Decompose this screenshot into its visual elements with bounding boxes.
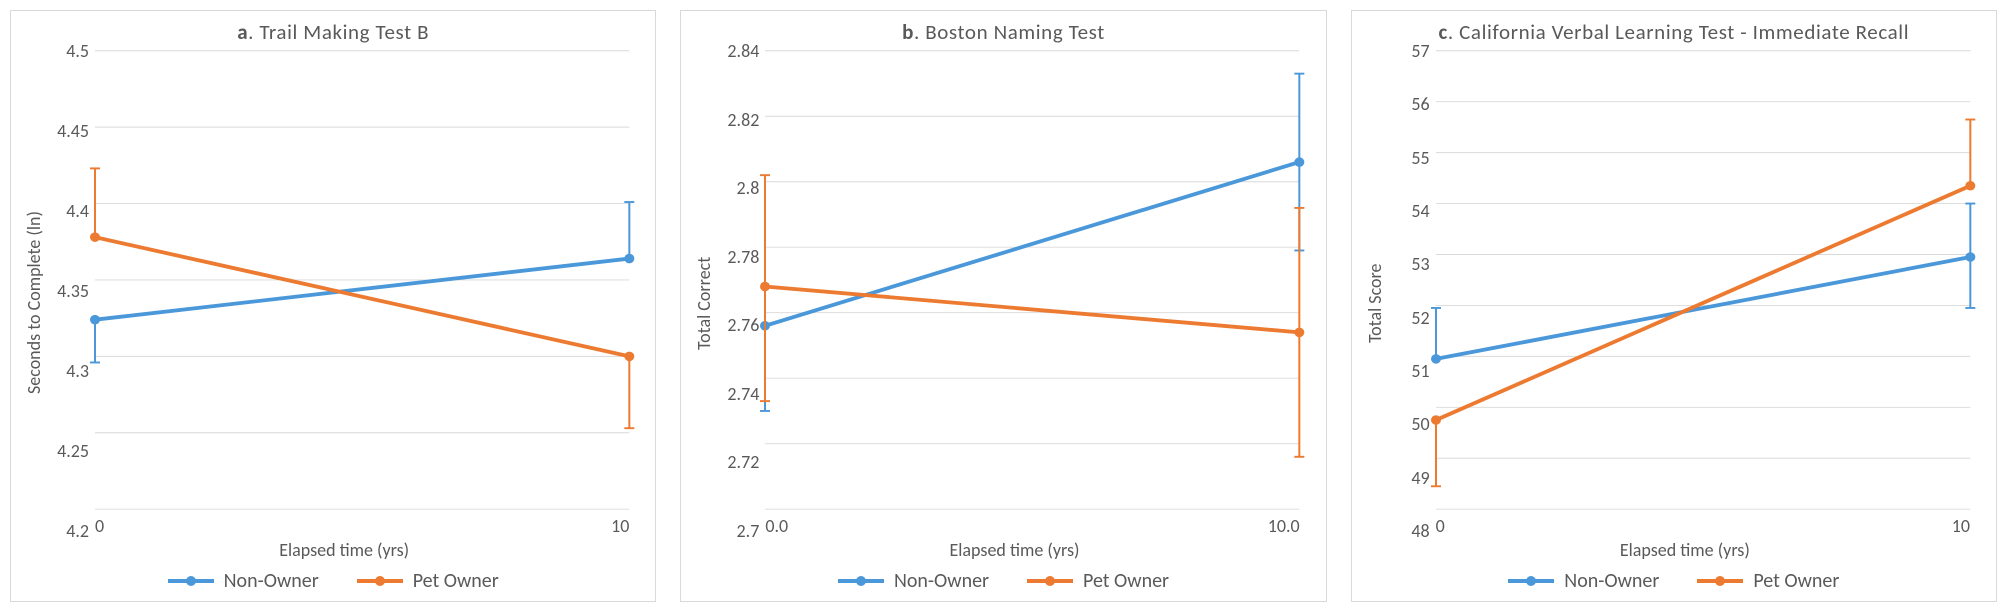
- legend-label: Non-Owner: [894, 569, 989, 593]
- x-tick-label: 10.0: [1268, 515, 1300, 537]
- y-tick-label: 4.2: [66, 520, 89, 542]
- x-axis-label: Elapsed time (yrs): [1386, 537, 1984, 561]
- chart-title: b. Boston Naming Test: [693, 19, 1313, 45]
- chart-panel-c: c. California Verbal Learning Test - Imm…: [1351, 10, 1997, 602]
- x-axis-label: Elapsed time (yrs): [715, 537, 1313, 561]
- legend-swatch: [838, 573, 884, 589]
- legend-item-pet_owner: Pet Owner: [1027, 569, 1169, 593]
- legend: Non-Owner Pet Owner: [23, 561, 643, 593]
- x-tick-label: 0: [95, 515, 104, 537]
- legend-label: Non-Owner: [1564, 569, 1659, 593]
- legend-item-pet_owner: Pet Owner: [357, 569, 499, 593]
- x-tick-label: 0: [1436, 515, 1445, 537]
- legend: Non-Owner Pet Owner: [1364, 561, 1984, 593]
- x-ticks: 0 10: [1386, 513, 1984, 537]
- chart-svg: [1386, 45, 1984, 513]
- y-axis-label: Total Correct: [693, 45, 715, 561]
- legend-swatch: [168, 573, 214, 589]
- legend-label: Pet Owner: [1083, 569, 1169, 593]
- chart-svg: [45, 45, 643, 513]
- legend-swatch: [1697, 573, 1743, 589]
- y-tick-label: 48: [1411, 520, 1429, 542]
- x-axis-label: Elapsed time (yrs): [45, 537, 643, 561]
- chart-svg: [715, 45, 1313, 513]
- legend: Non-Owner Pet Owner: [693, 561, 1313, 593]
- legend-swatch: [1027, 573, 1073, 589]
- legend-label: Pet Owner: [413, 569, 499, 593]
- plot-area: 2.72.722.742.762.782.82.822.84: [715, 45, 1313, 513]
- legend-label: Non-Owner: [224, 569, 319, 593]
- x-tick-label: 10: [611, 515, 629, 537]
- y-axis-label: Total Score: [1364, 45, 1386, 561]
- x-tick-label: 10: [1952, 515, 1970, 537]
- chart-panel-b: b. Boston Naming TestTotal Correct2.72.7…: [680, 10, 1326, 602]
- legend-item-non_owner: Non-Owner: [1508, 569, 1659, 593]
- legend-item-non_owner: Non-Owner: [168, 569, 319, 593]
- x-tick-label: 0.0: [765, 515, 788, 537]
- x-ticks: 0 10: [45, 513, 643, 537]
- plot-area: 48495051525354555657: [1386, 45, 1984, 513]
- chart-title: a. Trail Making Test B: [23, 19, 643, 45]
- chart-panel-a: a. Trail Making Test BSeconds to Complet…: [10, 10, 656, 602]
- legend-item-non_owner: Non-Owner: [838, 569, 989, 593]
- y-axis-label: Seconds to Complete (ln): [23, 45, 45, 561]
- legend-item-pet_owner: Pet Owner: [1697, 569, 1839, 593]
- legend-swatch: [1508, 573, 1554, 589]
- legend-swatch: [357, 573, 403, 589]
- chart-title: c. California Verbal Learning Test - Imm…: [1364, 19, 1984, 45]
- plot-area: 4.24.254.34.354.44.454.5: [45, 45, 643, 513]
- y-tick-label: 2.7: [737, 520, 760, 542]
- legend-label: Pet Owner: [1753, 569, 1839, 593]
- x-ticks: 0.0 10.0: [715, 513, 1313, 537]
